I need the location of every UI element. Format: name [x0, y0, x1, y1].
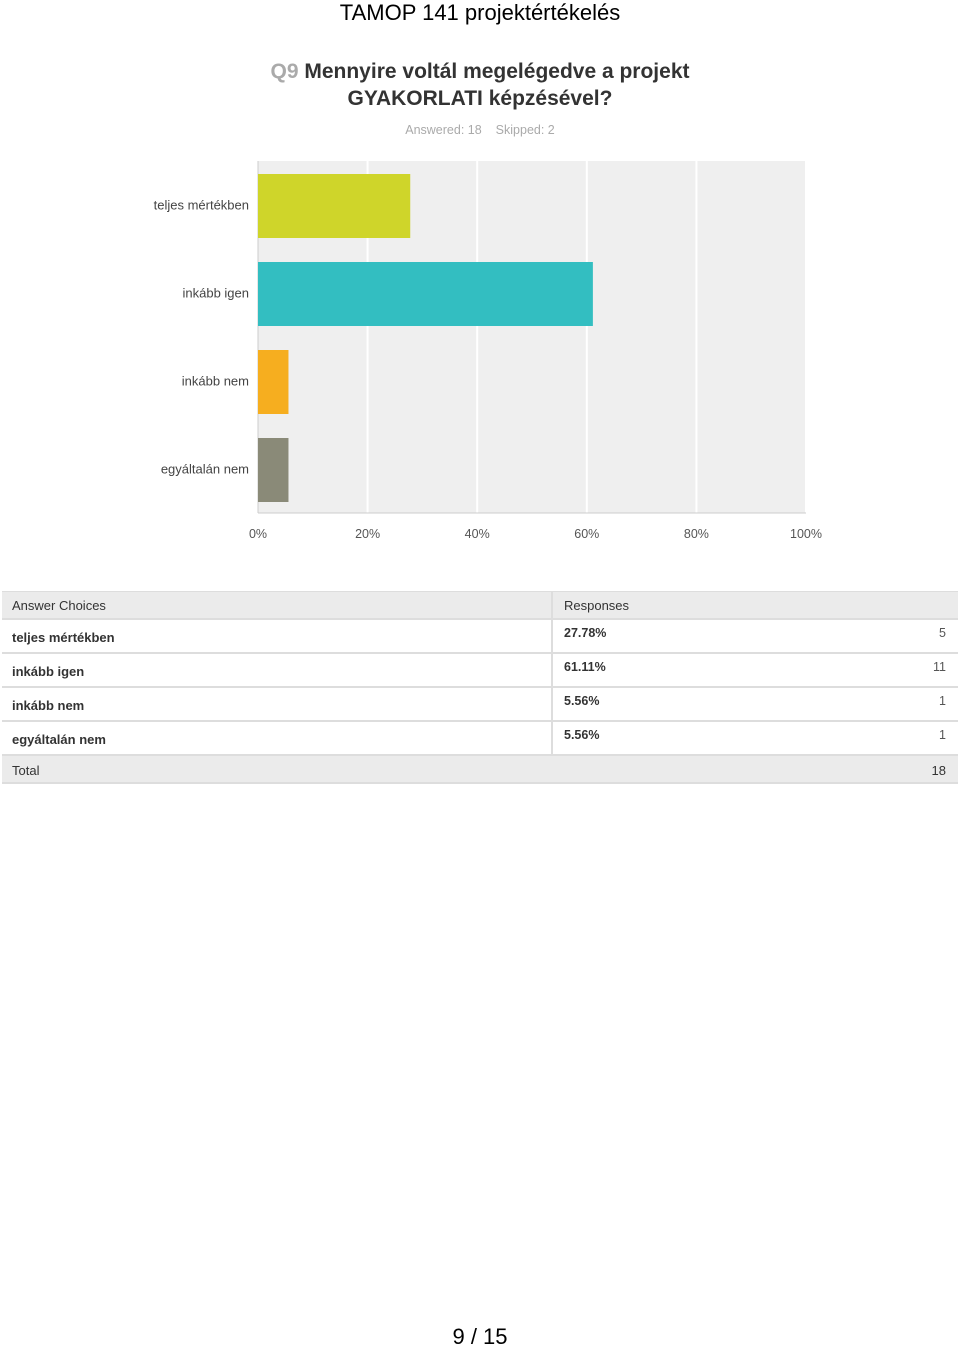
category-label: egyáltalán nem: [160, 461, 249, 477]
question-number: Q9: [270, 60, 299, 83]
choice-cell: inkább igen: [12, 664, 85, 679]
total-row: Total 18: [2, 756, 958, 784]
page-title: TAMOP 141 projektértékelés: [339, 0, 621, 25]
choice-cell: teljes mértékben: [12, 630, 115, 645]
total-value: 18: [931, 763, 946, 778]
total-label: Total: [12, 763, 40, 778]
table-row: inkább nem 5.56% 1: [2, 688, 958, 722]
x-tick-label: 100%: [790, 527, 822, 541]
question: Q9 Mennyire voltál megelégedve a projekt…: [240, 58, 720, 112]
bar: [258, 262, 593, 326]
table-row: egyáltalán nem 5.56% 1: [2, 722, 958, 756]
header-cell: Answer Choices: [12, 598, 106, 613]
category-label: inkább nem: [181, 373, 249, 389]
choice-cell: egyáltalán nem: [12, 732, 106, 747]
column-separator: [551, 722, 553, 756]
page-number: 9 / 15: [452, 1324, 508, 1346]
column-separator: [551, 654, 553, 688]
bar: [258, 174, 411, 238]
answered: Answered: 18: [405, 123, 482, 137]
skipped: Skipped: 2: [495, 123, 555, 137]
percent-cell: 27.78%: [564, 626, 607, 640]
count-cell: 1: [939, 728, 946, 742]
header-cell: Responses: [564, 598, 630, 613]
percent-cell: 5.56%: [564, 694, 600, 708]
table: Answer Choices Responses teljes mértékben 2…: [2, 591, 958, 784]
category-label: inkább igen: [182, 285, 250, 301]
chart: [257, 161, 807, 514]
x-tick-label: 40%: [464, 527, 490, 541]
column-separator: [551, 688, 553, 722]
table-row: inkább igen 61.11% 11: [2, 654, 958, 688]
count-cell: 5: [939, 626, 946, 640]
x-tick-label: 60%: [574, 527, 600, 541]
column-separator: [551, 592, 553, 620]
percent-cell: 61.11%: [564, 660, 606, 674]
bar: [258, 350, 289, 414]
x-tick-label: 0%: [248, 527, 268, 541]
column-separator: [551, 620, 553, 654]
count-cell: 11: [933, 660, 946, 674]
question-text: Mennyire voltál megelégedve a projekt GY…: [304, 60, 690, 110]
bar: [258, 438, 289, 502]
choice-cell: inkább nem: [12, 698, 85, 713]
percent-cell: 5.56%: [564, 728, 600, 742]
x-tick-label: 80%: [683, 527, 709, 541]
table-row: teljes mértékben 27.78% 5: [2, 620, 958, 654]
count-cell: 1: [939, 694, 946, 708]
response-summary: Answered: 18 Skipped: 2: [0, 123, 960, 137]
category-label: teljes mértékben: [153, 197, 249, 213]
table-header: Answer Choices Responses: [2, 591, 958, 620]
x-tick-label: 20%: [355, 527, 381, 541]
